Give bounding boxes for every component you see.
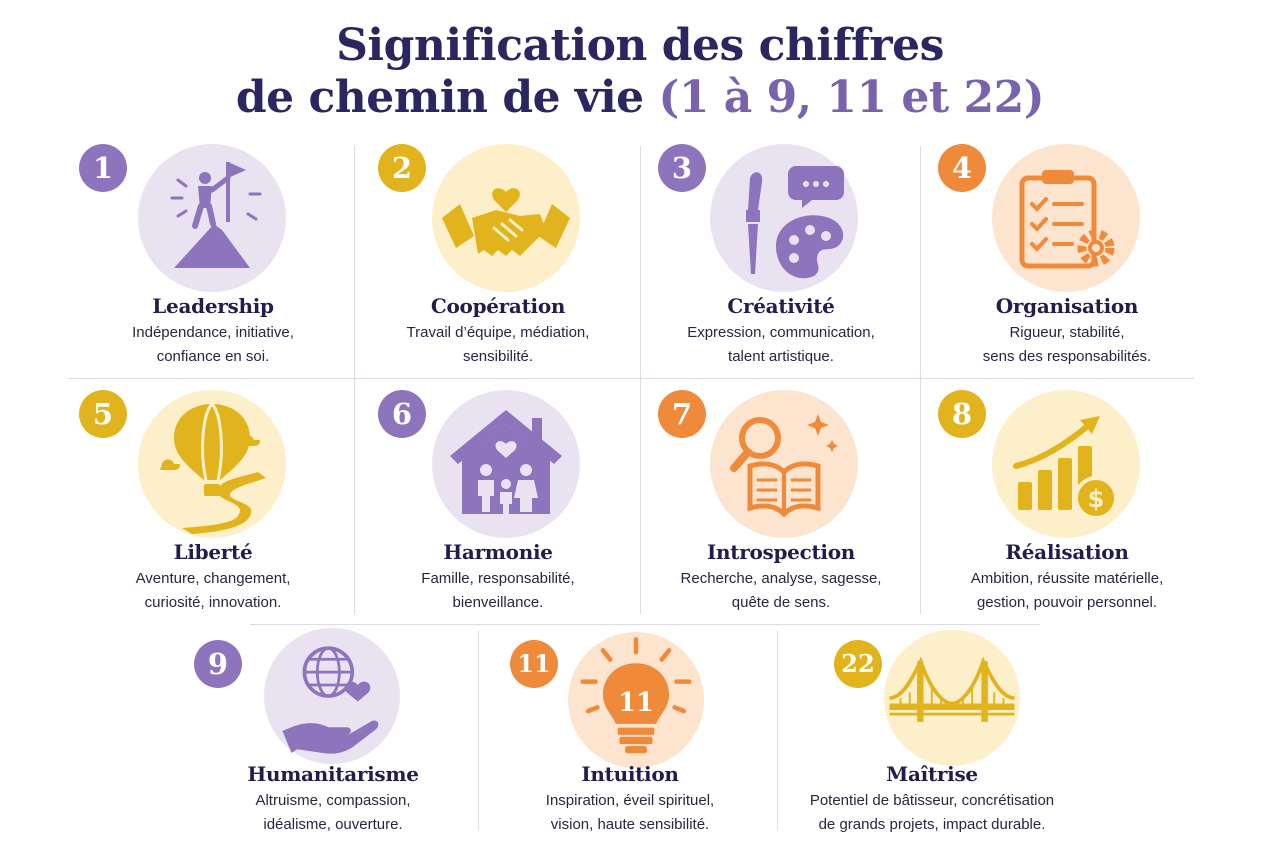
icon-background (884, 630, 1020, 766)
number-badge: 3 (658, 144, 706, 192)
title-line-2-accent: (1 à 9, 11 et 22) (658, 72, 1045, 123)
title-line-2: de chemin de vie (1 à 9, 11 et 22) (0, 72, 1280, 124)
number-badge: 8 (938, 390, 986, 438)
icon-background: $ (992, 390, 1140, 538)
card-description-line-2: bienveillance. (452, 594, 544, 611)
card-harmonie: 6 Harmonie Famille, responsabilité, bien… (356, 386, 640, 622)
card-description-line-2: gestion, pouvoir personnel. (976, 594, 1158, 611)
card-realisation: $ 8 Réalisation Ambition, réussite matér… (922, 386, 1212, 622)
divider-v4 (478, 630, 479, 830)
number-badge: 4 (938, 144, 986, 192)
icon-background (432, 144, 580, 292)
card-description-line-1: Altruisme, compassion, (255, 792, 411, 809)
card-description-line-2: de grands projets, impact durable. (818, 816, 1046, 833)
card-title: Maîtrise (886, 762, 978, 786)
lightbulb-number: 11 (618, 688, 654, 718)
bridge-icon (889, 656, 1015, 722)
card-description-line-1: Rigueur, stabilité, (1009, 324, 1125, 341)
clipboard-gear-icon (1019, 170, 1115, 269)
divider-h2 (250, 624, 1040, 625)
card-description-line-1: Inspiration, éveil spirituel, (545, 792, 715, 809)
card-description-line-1: Indépendance, initiative, (132, 324, 294, 341)
title-line-1: Signification des chiffres (336, 20, 944, 71)
number-badge: 11 (510, 640, 558, 688)
card-description-line-1: Recherche, analyse, sagesse, (680, 570, 882, 587)
icon-background (264, 628, 400, 764)
card-maitrise: 22 Maîtrise Potentiel de bâtisseur, conc… (782, 628, 1082, 838)
card-description-line-1: Travail d’équipe, médiation, (406, 324, 590, 341)
card-description-line-1: Potentiel de bâtisseur, concrétisation (809, 792, 1055, 809)
divider-v2 (640, 146, 641, 614)
card-title: Intuition (581, 762, 679, 786)
card-title: Organisation (995, 294, 1139, 318)
card-description-line-1: Ambition, réussite matérielle, (970, 570, 1164, 587)
divider-h1 (68, 378, 1194, 379)
number-badge: 22 (834, 640, 882, 688)
card-description-line-1: Famille, responsabilité, (421, 570, 575, 587)
number-badge: 9 (194, 640, 242, 688)
card-title: Créativité (727, 294, 835, 318)
card-description-line-2: idéalisme, ouverture. (263, 816, 403, 833)
page-title: Signification des chiffres de chemin de … (0, 20, 1280, 124)
card-title: Leadership (152, 294, 274, 318)
growth-chart-icon: $ (1013, 416, 1118, 520)
card-description-line-2: vision, haute sensibilité. (550, 816, 710, 833)
number-badge: 6 (378, 390, 426, 438)
title-line-2-main: de chemin de vie (235, 72, 644, 123)
icon-background (710, 390, 858, 538)
card-humanitarisme: 9 Humanitarisme Altruisme, compassion, i… (188, 628, 478, 838)
card-description-line-1: Aventure, changement, (135, 570, 291, 587)
divider-v5 (777, 630, 778, 830)
card-title: Liberté (173, 540, 253, 564)
divider-v3 (920, 146, 921, 614)
number-badge: 5 (79, 390, 127, 438)
hot-air-balloon-icon (160, 402, 266, 534)
card-title: Coopération (430, 294, 566, 318)
card-introspection: 7 Introspection Recherche, analyse, sage… (642, 386, 920, 622)
handshake-icon (442, 188, 570, 256)
card-description-line-2: quête de sens. (731, 594, 831, 611)
card-liberte: 5 Liberté Aventure, changement, curiosit… (70, 386, 356, 622)
number-badge: 7 (658, 390, 706, 438)
icon-background (432, 390, 580, 538)
number-badge: 1 (79, 144, 127, 192)
svg-text:$: $ (1088, 485, 1105, 513)
card-title: Humanitarisme (247, 762, 419, 786)
family-house-icon (450, 410, 562, 514)
card-creativite: 3 Créativité Expression, communication, … (642, 140, 920, 376)
card-intuition: 11 11 Intuition Inspiration, éveil spiri… (484, 628, 776, 838)
card-description-line-1: Expression, communication, (687, 324, 875, 341)
number-badge: 2 (378, 144, 426, 192)
card-description-line-2: confiance en soi. (156, 348, 270, 365)
card-leadership: 1 Leadership Indépendance, initiative, c… (70, 140, 356, 376)
card-title: Harmonie (443, 540, 553, 564)
lightbulb-icon: 11 (580, 637, 692, 754)
divider-v1 (354, 146, 355, 614)
book-magnifier-icon (730, 414, 838, 518)
card-description-line-2: sens des responsabilités. (982, 348, 1152, 365)
card-cooperation: 2 Coopération Travail d’équipe, médiatio… (356, 140, 640, 376)
icon-background (992, 144, 1140, 292)
card-title: Réalisation (1005, 540, 1129, 564)
globe-hand-icon (282, 646, 379, 754)
icon-background (138, 390, 286, 538)
icon-background (138, 144, 286, 292)
mountain-flag-icon (170, 162, 262, 268)
card-title: Introspection (707, 540, 855, 564)
card-organisation: 4 Organisation Rigueur, stabilité, sens … (922, 140, 1212, 376)
card-description-line-2: curiosité, innovation. (144, 594, 282, 611)
card-description-line-2: talent artistique. (728, 348, 834, 365)
palette-icon (746, 166, 844, 279)
icon-background: 11 (568, 632, 704, 768)
card-description-line-2: sensibilité. (462, 348, 534, 365)
icon-background (710, 144, 858, 292)
